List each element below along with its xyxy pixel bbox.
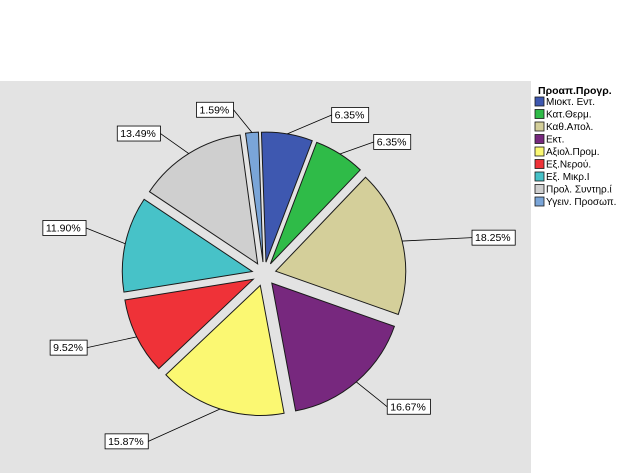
legend-item-label: Εξ. Μικρ.Ι (546, 172, 590, 183)
label-leader-line (339, 141, 374, 155)
label-leader-line (287, 114, 332, 135)
legend-items: Μιοκτ. Εντ. Κατ.Θερμ.Καθ.Απολ. Εκτ.Αξιολ.Π… (534, 96, 616, 208)
pie-slice (121, 198, 254, 293)
label-leader-line (85, 227, 126, 245)
slice-label-box (104, 433, 149, 450)
legend-swatch (534, 134, 545, 144)
slice-label-box (471, 229, 516, 246)
legend-swatch (534, 96, 545, 107)
legend-swatch (534, 109, 545, 119)
slice-value-label: 13.49% (120, 128, 156, 140)
slice-value-label: 1.59% (199, 104, 229, 116)
slice-value-label: 15.87% (108, 436, 144, 448)
legend: Προαπ.Προγρ. Μιοκτ. Εντ. Κατ.Θερμ.Καθ.Απο… (534, 85, 616, 208)
slice-label-box (386, 398, 431, 415)
legend-item-label: Καθ.Απολ. (546, 122, 593, 133)
legend-item-label: Προλ. Συντηρ.ί (546, 184, 612, 196)
legend-swatch (534, 159, 545, 169)
legend-item-label: Αξιολ.Προμ. (546, 147, 600, 158)
pie-slice (124, 278, 255, 370)
slice-value-label: 6.35% (377, 136, 407, 148)
slice-label-box (331, 107, 370, 123)
label-leader-line (402, 237, 473, 242)
slice-label-box (373, 134, 412, 150)
label-leader-line (87, 336, 137, 349)
legend-swatch (534, 171, 545, 182)
slice-label-box (49, 339, 88, 356)
legend-swatch (534, 121, 545, 132)
label-leader-line (160, 133, 189, 154)
label-leader-line (356, 381, 388, 408)
legend-swatch (534, 184, 545, 194)
legend-item-label: Μιοκτ. Εντ. (546, 97, 595, 108)
label-leader-line (233, 109, 253, 133)
slice-value-label: 9.52% (53, 342, 83, 354)
data-labels: 6.35% 6.35% 18.25% 16.67% 15.87% 9.52% 11.90% 1… (42, 101, 516, 450)
legend-swatch (534, 146, 545, 157)
legend-title: Προαπ.Προγρ. (538, 85, 612, 97)
legend-swatch (534, 196, 545, 207)
slice-label-box (42, 220, 87, 236)
legend-item-label: Εκτ. (546, 135, 564, 146)
legend-item-label: Κατ.Θερμ. (546, 110, 592, 121)
legend-item-label: Υγειν. Προσωπ. (546, 197, 616, 208)
slice-value-label: 18.25% (475, 232, 511, 244)
pie-slice (269, 141, 361, 265)
slice-value-label: 11.90% (46, 222, 81, 234)
slice-value-label: 6.35% (335, 109, 365, 121)
legend-item-label: Εξ.Νερού. (546, 159, 591, 171)
pie-slice (271, 282, 396, 412)
label-leader-line (148, 408, 221, 442)
slice-label-box (196, 101, 234, 118)
pie-slice (148, 134, 259, 265)
slice-value-label: 16.67% (390, 401, 426, 413)
slice-label-box (116, 125, 161, 142)
pie-slice (260, 131, 313, 263)
